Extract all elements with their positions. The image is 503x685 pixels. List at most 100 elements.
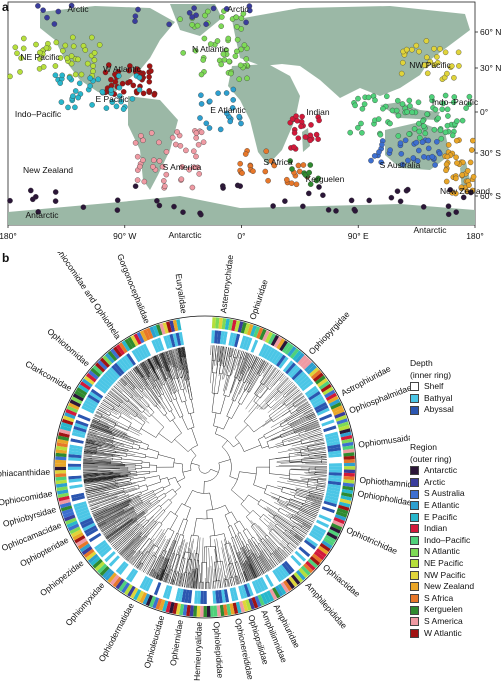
tree-branch xyxy=(130,535,141,547)
depth-ring-segment xyxy=(327,444,341,450)
tree-branch xyxy=(163,558,169,570)
tree-branch xyxy=(108,432,115,436)
tree-branch xyxy=(140,428,157,438)
tree-branch xyxy=(279,420,287,425)
tree-arc xyxy=(123,488,125,490)
occurrence-point xyxy=(384,93,390,100)
tree-branch xyxy=(268,403,285,417)
occurrence-point xyxy=(429,153,436,160)
tree-tip xyxy=(84,449,104,453)
tree-tip xyxy=(83,477,102,480)
tree-tip xyxy=(93,507,116,518)
occurrence-point xyxy=(52,72,59,78)
tree-tip xyxy=(245,367,276,410)
tree-tip xyxy=(97,508,128,525)
tree-tip xyxy=(308,526,311,528)
tree-branch xyxy=(241,391,249,405)
region-ring-segment xyxy=(92,365,104,375)
region-ring-segment xyxy=(189,605,194,617)
depth-ring-segment xyxy=(271,351,281,364)
occurrence-point xyxy=(240,10,247,17)
tree-branch xyxy=(178,349,182,364)
tree-tip xyxy=(291,535,301,544)
tree-branch xyxy=(119,512,137,525)
tree-branch xyxy=(136,473,150,476)
tree-branch xyxy=(128,532,142,547)
region-ring-segment xyxy=(66,520,78,528)
occurrence-point xyxy=(431,126,438,133)
occurrence-point xyxy=(419,139,426,145)
tree-branch xyxy=(173,534,181,554)
tree-tip xyxy=(238,551,251,581)
tree-branch xyxy=(165,574,169,581)
region-label: Indian xyxy=(306,107,329,117)
tree-branch xyxy=(114,435,135,443)
tree-tip xyxy=(100,403,119,415)
legend-label: Kerguelen xyxy=(424,604,463,615)
depth-ring-segment xyxy=(69,441,84,447)
tree-tip xyxy=(262,364,271,377)
lat-tick-label: 60° S xyxy=(480,191,501,201)
tree-branch xyxy=(279,496,290,501)
depth-ring-segment xyxy=(226,588,233,602)
family-label: Ophiothamnidae xyxy=(359,475,410,490)
occurrence-point xyxy=(221,57,228,63)
tree-branch xyxy=(227,579,229,585)
region-ring-segment xyxy=(155,324,163,336)
tree-tip xyxy=(87,435,125,446)
occurrence-point xyxy=(445,211,452,218)
tree-arc xyxy=(238,402,242,405)
occurrence-point xyxy=(166,21,172,28)
tree-tip xyxy=(133,368,135,371)
tree-tip xyxy=(295,542,299,546)
tree-tip xyxy=(151,574,153,577)
tree-branch xyxy=(200,562,202,583)
tree-tip xyxy=(109,530,125,544)
tree-tip xyxy=(186,583,188,588)
tree-tip xyxy=(89,495,118,506)
depth-ring-segment xyxy=(324,497,338,505)
region-ring-segment xyxy=(118,580,128,592)
occurrence-point xyxy=(201,35,208,42)
tree-branch xyxy=(110,460,122,463)
tree-tip xyxy=(105,528,120,539)
tree-branch xyxy=(258,366,265,376)
tree-arc xyxy=(188,558,192,560)
tree-tip xyxy=(124,520,158,559)
tree-tip xyxy=(297,389,300,392)
tree-tip xyxy=(216,538,225,588)
tree-tip xyxy=(272,388,299,411)
region-ring-segment xyxy=(64,412,76,420)
legend-swatch xyxy=(410,394,419,404)
legend-label: E Atlantic xyxy=(424,499,460,510)
tree-tip xyxy=(85,444,103,448)
tree-branch xyxy=(153,381,163,395)
depth-ring-segment xyxy=(133,572,144,586)
occurrence-point xyxy=(417,135,423,141)
tree-tip xyxy=(223,348,234,392)
depth-ring-segment xyxy=(147,579,156,593)
tree-branch xyxy=(123,498,130,502)
tree-arc xyxy=(183,518,188,521)
tree-tip xyxy=(88,428,104,435)
tree-tip xyxy=(152,356,159,369)
tree-branch xyxy=(136,368,143,378)
tree-branch xyxy=(308,454,325,457)
tree-branch xyxy=(266,390,279,404)
tree-branch xyxy=(293,425,301,429)
occurrence-point xyxy=(89,102,95,108)
occurrence-point xyxy=(114,197,121,203)
region-ring-segment xyxy=(69,399,81,408)
tree-branch xyxy=(283,441,302,447)
legend-label: Bathyal xyxy=(424,392,453,403)
occurrence-point xyxy=(397,140,404,146)
tree-branch xyxy=(294,497,306,502)
region-ring-segment xyxy=(302,359,313,370)
tree-tip xyxy=(109,390,112,393)
tree-arc xyxy=(300,439,303,445)
depth-ring-segment xyxy=(287,364,299,377)
tree-branch xyxy=(138,518,146,525)
tree-tip xyxy=(144,535,166,574)
depth-ring-segment xyxy=(262,575,271,589)
depth-ring-segment xyxy=(71,432,86,439)
